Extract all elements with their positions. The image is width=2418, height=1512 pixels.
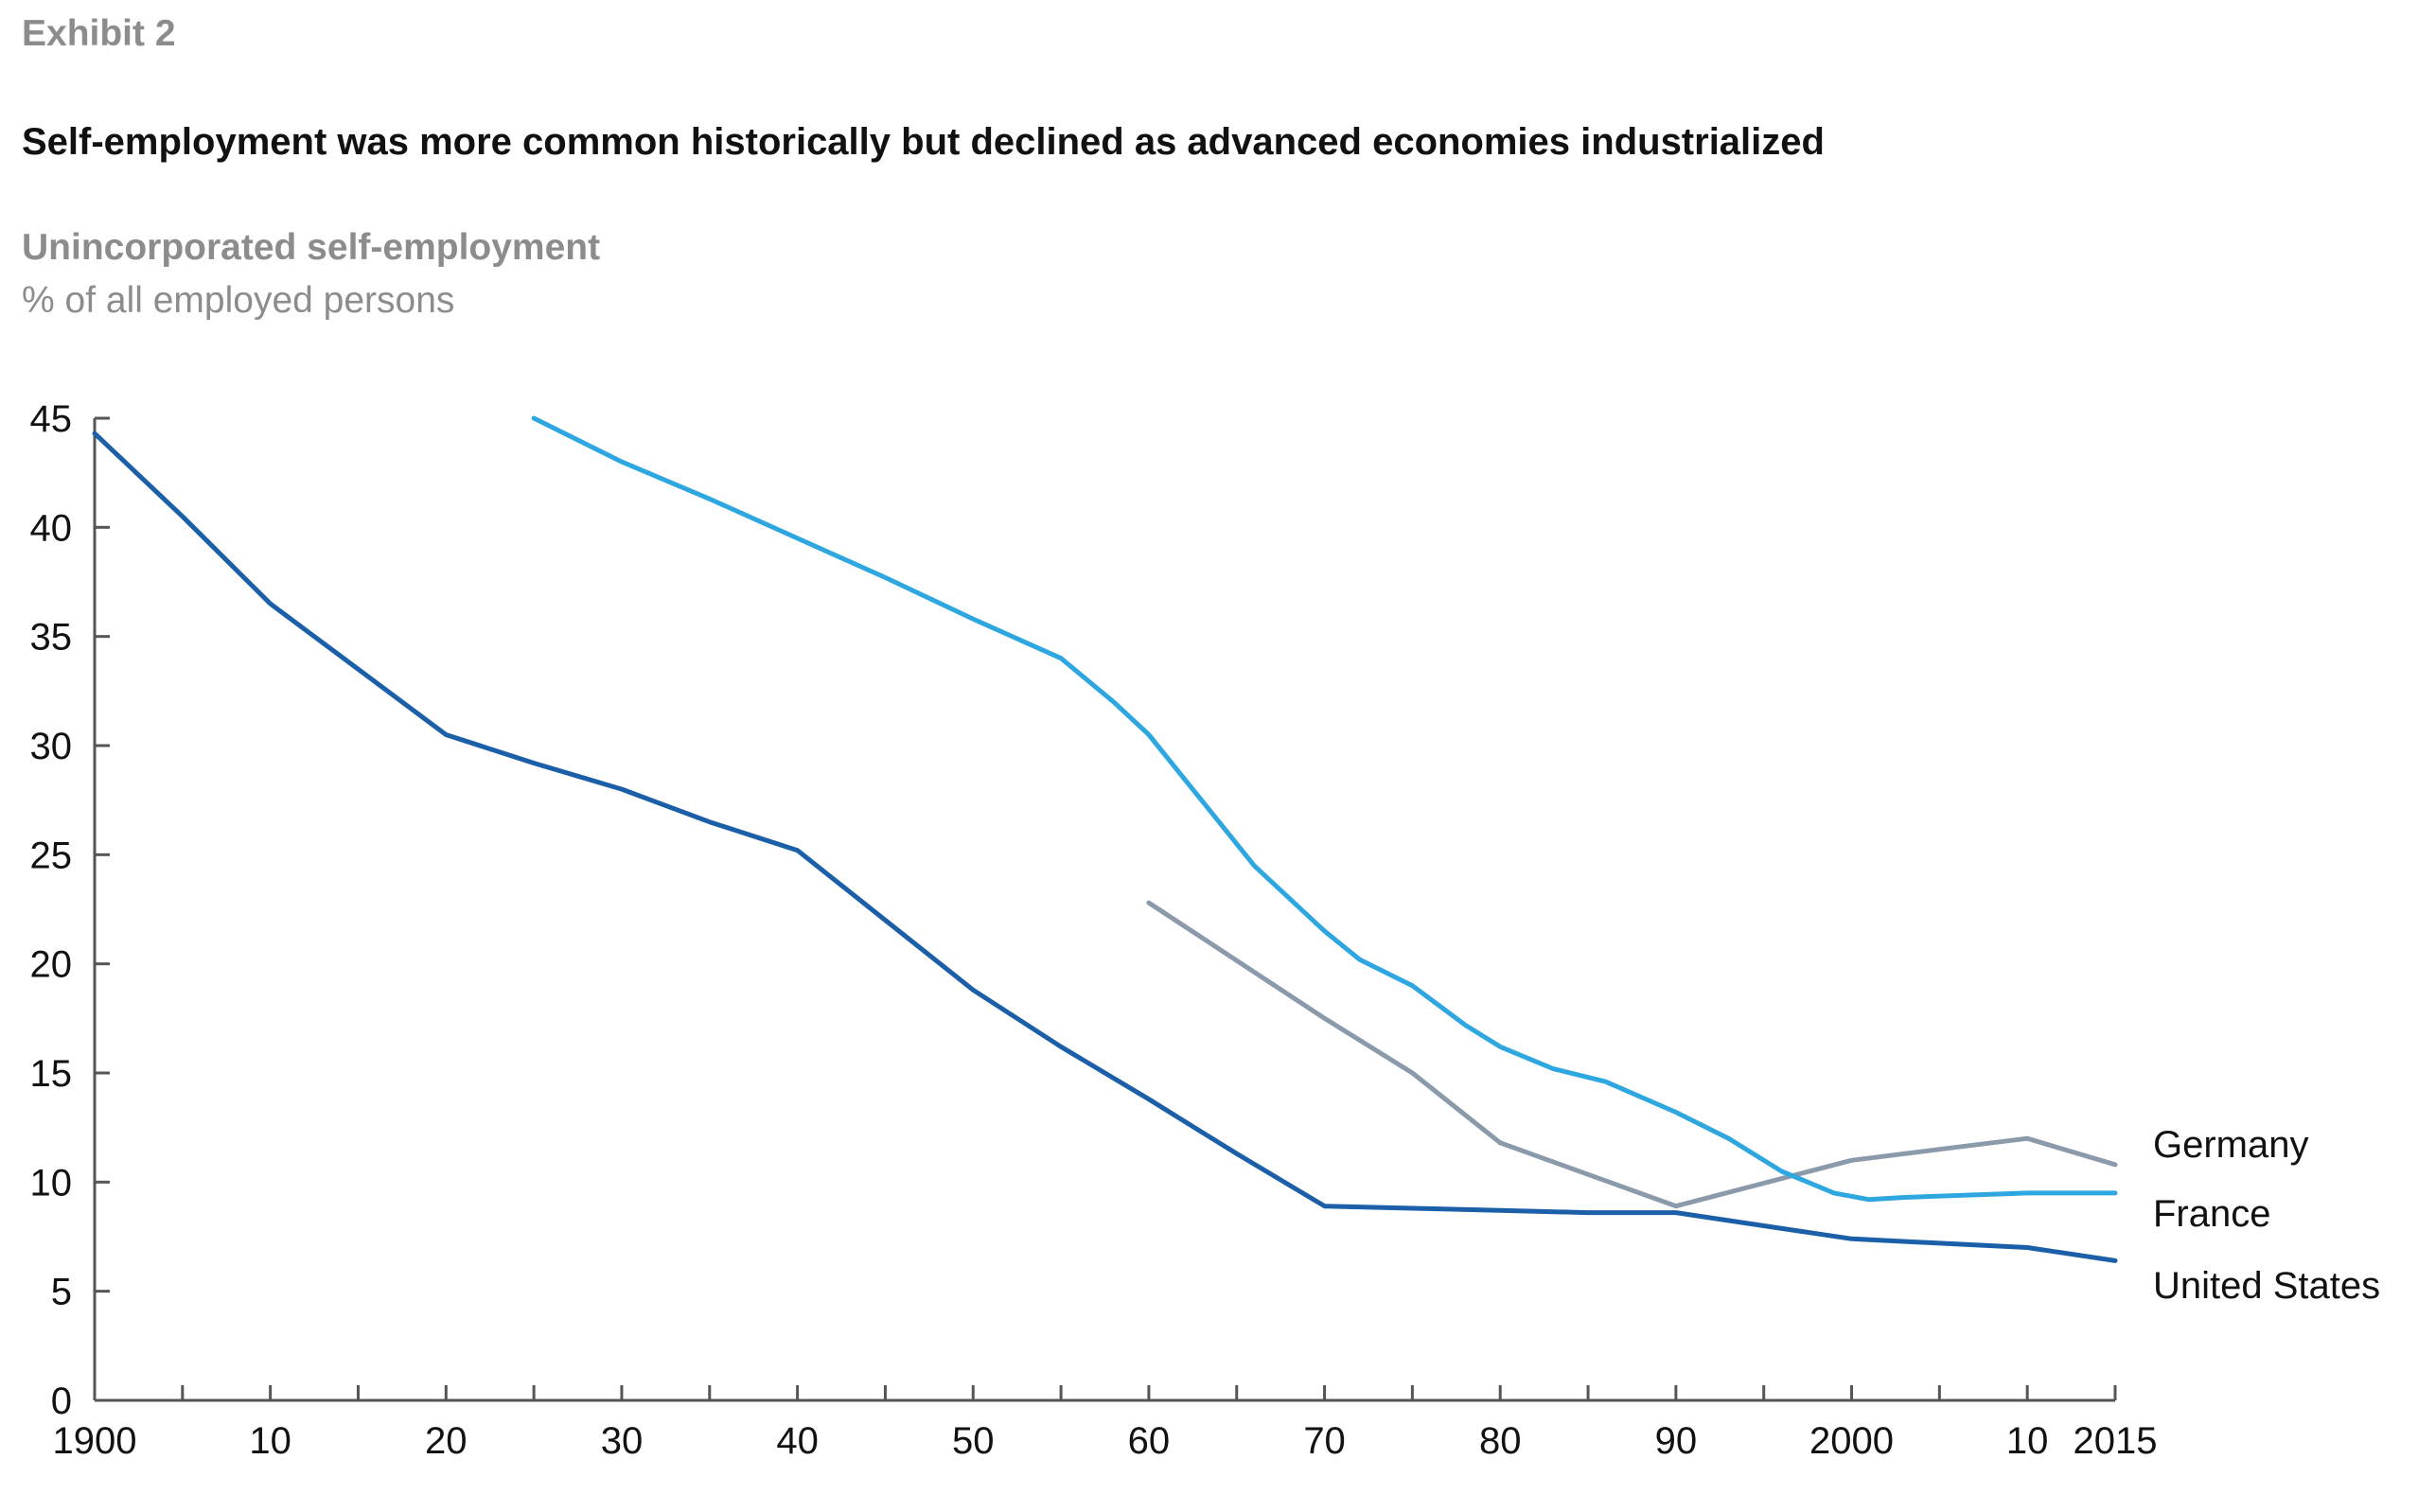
x-tick-label: 40 xyxy=(776,1420,819,1462)
x-tick-label: 70 xyxy=(1303,1420,1346,1462)
exhibit-label: Exhibit 2 xyxy=(22,13,176,54)
y-tick-label: 35 xyxy=(30,617,73,659)
x-tick-label: 50 xyxy=(952,1420,995,1462)
y-tick-label: 40 xyxy=(30,507,73,549)
series-lines xyxy=(92,415,2118,1263)
chart-subtitle: Unincorporated self-employment xyxy=(22,227,601,268)
unit-label: % of all employed persons xyxy=(22,280,455,321)
x-tick-label: 30 xyxy=(601,1420,644,1462)
y-tick-label: 5 xyxy=(51,1272,72,1313)
x-tick-label: 10 xyxy=(2006,1420,2049,1462)
chart-title: Self-employment was more common historic… xyxy=(22,121,1825,163)
x-tick-label: 60 xyxy=(1128,1420,1171,1462)
series-line-united-states xyxy=(92,431,2118,1263)
series-label-germany: Germany xyxy=(2153,1124,2309,1166)
y-tick-label: 20 xyxy=(30,944,73,986)
x-tick-label: 20 xyxy=(425,1420,468,1462)
y-tick-label: 30 xyxy=(30,726,73,767)
x-tick-label: 2015 xyxy=(2074,1420,2158,1462)
x-tick-label: 90 xyxy=(1655,1420,1698,1462)
y-tick-label: 25 xyxy=(30,835,73,876)
x-tick-label: 10 xyxy=(249,1420,291,1462)
axes xyxy=(93,418,2115,1402)
y-tick-label: 10 xyxy=(30,1162,73,1204)
y-tick-label: 45 xyxy=(30,398,73,440)
series-line-france xyxy=(531,415,2118,1203)
y-tick-label: 0 xyxy=(51,1380,72,1422)
ticks: 0 5 10 15 20 25 30 35 40 45 1900 10 20 30 40 50 60 70 80 90… xyxy=(30,398,2158,1462)
x-tick-label: 2000 xyxy=(1809,1420,1894,1462)
series-labels: Germany France United States xyxy=(2153,1124,2380,1307)
series-label-united-states: United States xyxy=(2153,1265,2380,1307)
x-tick-label: 80 xyxy=(1479,1420,1522,1462)
series-label-france: France xyxy=(2153,1193,2271,1235)
x-tick-label: 1900 xyxy=(53,1420,137,1462)
series-line-germany xyxy=(1146,900,2118,1209)
y-tick-label: 15 xyxy=(30,1053,73,1095)
